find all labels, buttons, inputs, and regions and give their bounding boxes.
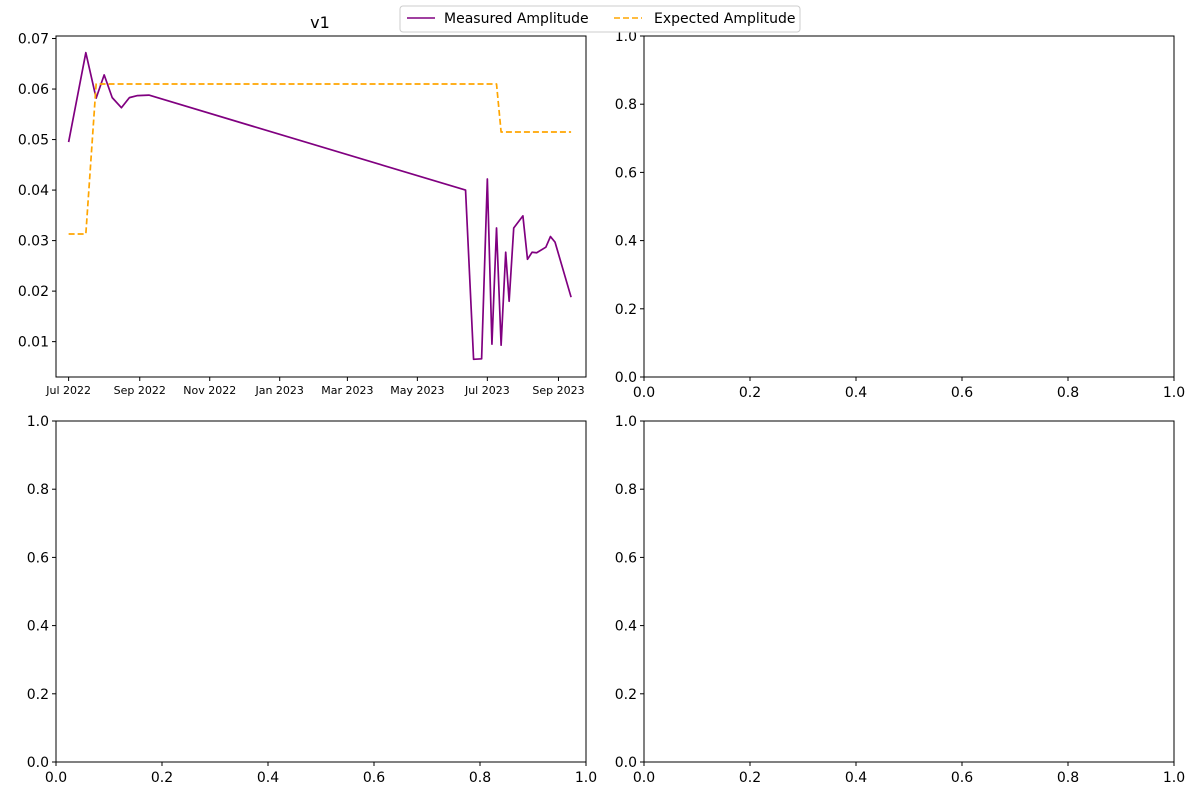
legend-label-expected: Expected Amplitude <box>654 11 796 27</box>
x-tick-label: 0.8 <box>1057 385 1079 401</box>
subplot-top-left: v1 Jul 2022 Sep 2022 Nov 2022 Jan 2023 Mar 2… <box>18 13 587 397</box>
y-tick-label: 0.0 <box>27 755 49 771</box>
x-tick-label: Jul 2023 <box>464 384 510 397</box>
x-tick-label: 0.4 <box>845 770 867 786</box>
y-tick-label: 0.0 <box>615 370 637 386</box>
x-tick-label: 0.8 <box>1057 770 1079 786</box>
x-tick-label: 0.6 <box>951 770 973 786</box>
expected-amplitude-line <box>68 83 572 235</box>
x-tick-label: 1.0 <box>1163 770 1185 786</box>
y-tick-label: 0.6 <box>615 550 637 566</box>
x-tick-label: 0.4 <box>257 770 279 786</box>
y-tick-label: 0.01 <box>18 335 49 351</box>
x-tick-label: 0.0 <box>45 770 67 786</box>
legend: Measured Amplitude Expected Amplitude <box>399 5 801 33</box>
ticks-layer: 0.0 0.2 0.4 0.6 0.8 1.0 0.0 0.2 0.4 0.6 0.8 1.0 <box>615 414 1185 786</box>
y-tick-label: 0.4 <box>27 619 49 635</box>
axes-frame <box>643 35 1175 378</box>
x-tick-label: Nov 2022 <box>183 384 236 397</box>
y-tick-label: 0.04 <box>18 183 49 199</box>
x-tick-label: Jul 2022 <box>45 384 91 397</box>
axes-frame <box>55 35 587 378</box>
axes-frame <box>643 420 1175 763</box>
y-tick-label: 1.0 <box>615 414 637 430</box>
measured-amplitude-line <box>67 51 572 361</box>
y-tick-label: 0.6 <box>27 550 49 566</box>
ticks-layer: 0.0 0.2 0.4 0.6 0.8 1.0 0.0 0.2 0.4 0.6 0.8 1.0 <box>615 29 1185 401</box>
x-tick-label: 1.0 <box>575 770 597 786</box>
y-tick-label: 0.2 <box>615 687 637 703</box>
y-tick-label: 0.05 <box>18 133 49 149</box>
subplot-top-right: 0.0 0.2 0.4 0.6 0.8 1.0 0.0 0.2 0.4 0.6 0.8 1.0 <box>615 29 1185 401</box>
legend-box <box>399 5 801 33</box>
y-tick-label: 0.6 <box>615 165 637 181</box>
y-tick-label: 0.02 <box>18 284 49 300</box>
y-tick-label: 0.4 <box>615 234 637 250</box>
x-tick-label: 0.8 <box>469 770 491 786</box>
y-tick-label: 0.8 <box>615 482 637 498</box>
x-tick-label: Mar 2023 <box>321 384 373 397</box>
y-tick-label: 0.8 <box>27 482 49 498</box>
x-tick-label: Jan 2023 <box>254 384 303 397</box>
y-tick-label: 0.03 <box>18 234 49 250</box>
x-tick-label: 0.4 <box>845 385 867 401</box>
x-tick-label: May 2023 <box>390 384 444 397</box>
y-tick-label: 0.0 <box>615 755 637 771</box>
ticks-layer: Jul 2022 Sep 2022 Nov 2022 Jan 2023 Mar 2023… <box>18 32 585 397</box>
x-tick-label: 0.2 <box>739 770 761 786</box>
x-tick-label: 0.0 <box>633 385 655 401</box>
x-tick-label: 0.0 <box>633 770 655 786</box>
x-tick-label: 0.2 <box>151 770 173 786</box>
x-tick-label: Sep 2023 <box>532 384 584 397</box>
series-layer <box>67 51 572 361</box>
ticks-layer: 0.0 0.2 0.4 0.6 0.8 1.0 0.0 0.2 0.4 0.6 0.8 1.0 <box>27 414 597 786</box>
x-tick-label: 0.2 <box>739 385 761 401</box>
y-tick-label: 1.0 <box>27 414 49 430</box>
y-tick-label: 0.06 <box>18 82 49 98</box>
x-tick-label: 1.0 <box>1163 385 1185 401</box>
axes-frame <box>55 420 587 763</box>
y-tick-label: 0.07 <box>18 32 49 48</box>
x-tick-label: Sep 2022 <box>114 384 166 397</box>
y-tick-label: 0.2 <box>27 687 49 703</box>
subplot-bottom-left: 0.0 0.2 0.4 0.6 0.8 1.0 0.0 0.2 0.4 0.6 0.8 1.0 <box>27 414 597 786</box>
x-tick-label: 0.6 <box>363 770 385 786</box>
x-tick-label: 0.6 <box>951 385 973 401</box>
y-tick-label: 1.0 <box>615 29 637 45</box>
subplot-bottom-right: 0.0 0.2 0.4 0.6 0.8 1.0 0.0 0.2 0.4 0.6 0.8 1.0 <box>615 414 1185 786</box>
y-tick-label: 0.8 <box>615 97 637 113</box>
legend-label-measured: Measured Amplitude <box>444 11 589 27</box>
y-tick-label: 0.4 <box>615 619 637 635</box>
subplot-title: v1 <box>310 13 330 32</box>
y-tick-label: 0.2 <box>615 302 637 318</box>
